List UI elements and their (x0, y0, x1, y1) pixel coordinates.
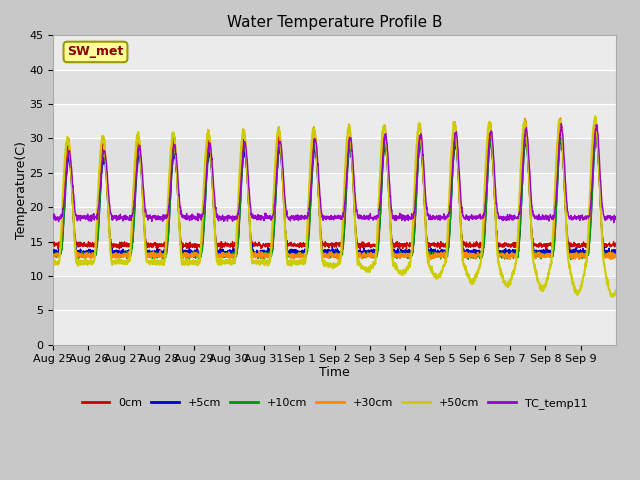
Y-axis label: Temperature(C): Temperature(C) (15, 141, 28, 239)
Title: Water Temperature Profile B: Water Temperature Profile B (227, 15, 442, 30)
Bar (53, 207, 616, 241)
Bar (53, 276, 616, 311)
Bar (53, 36, 616, 70)
Bar (53, 104, 616, 138)
Bar (53, 241, 616, 276)
Bar (53, 311, 616, 345)
Text: SW_met: SW_met (67, 46, 124, 59)
Bar (53, 70, 616, 104)
Legend: 0cm, +5cm, +10cm, +30cm, +50cm, TC_temp11: 0cm, +5cm, +10cm, +30cm, +50cm, TC_temp1… (77, 394, 592, 413)
Bar (53, 138, 616, 173)
X-axis label: Time: Time (319, 366, 350, 379)
Bar (53, 173, 616, 207)
